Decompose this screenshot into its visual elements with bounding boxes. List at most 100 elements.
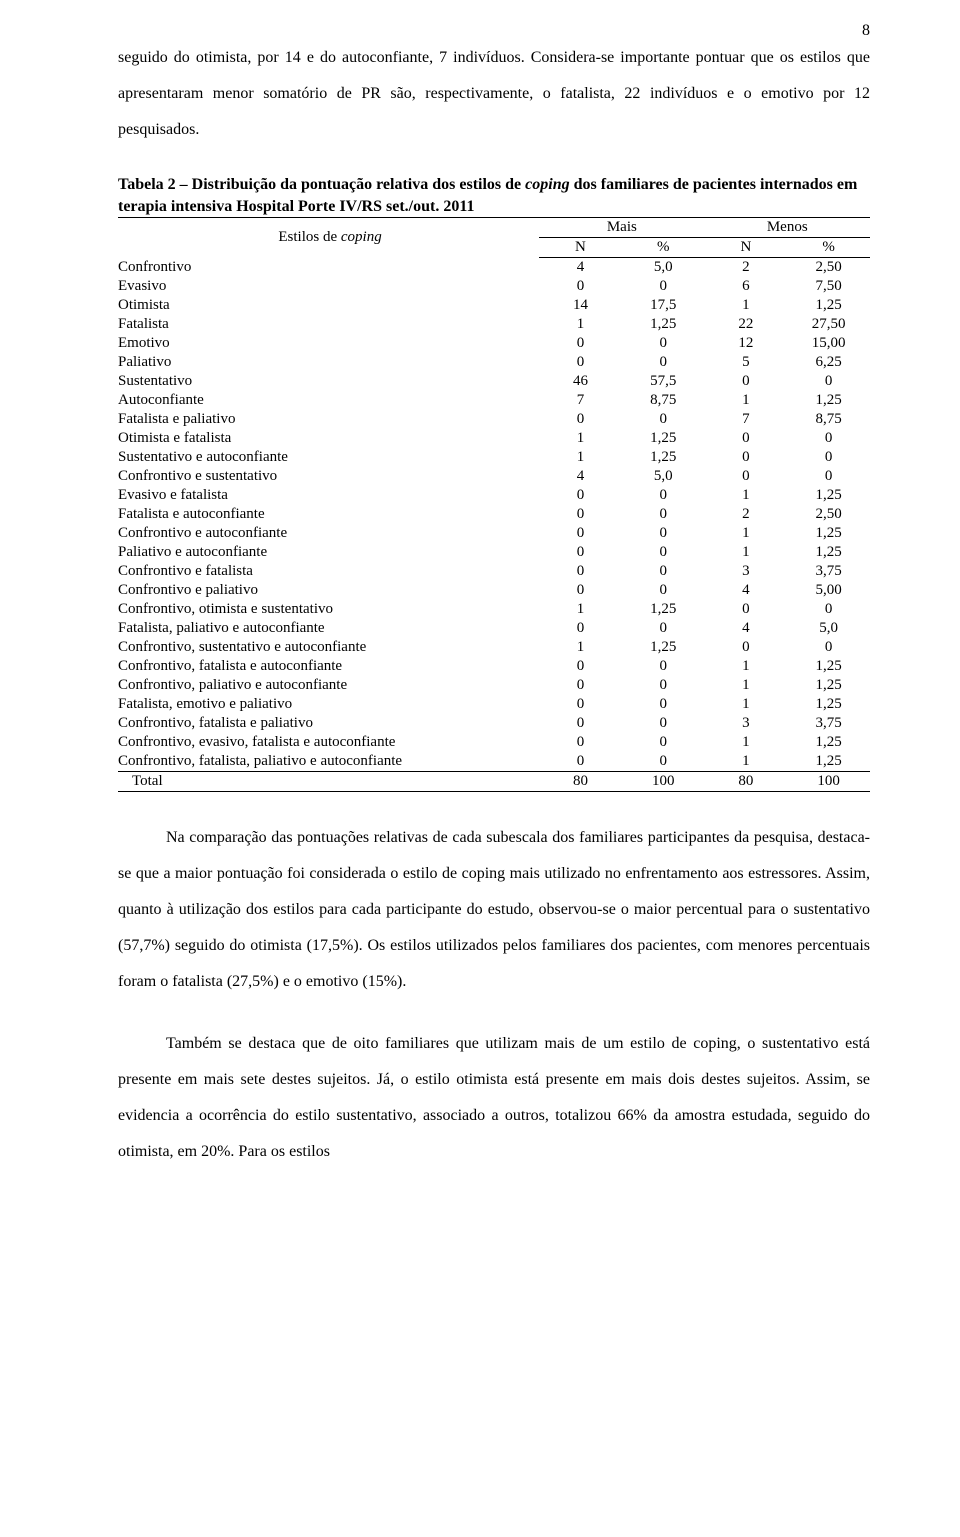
row-menos-n: 1 [705,733,788,752]
row-label: Confrontivo [118,258,539,278]
row-label: Confrontivo, evasivo, fatalista e autoco… [118,733,539,752]
table-row: Confrontivo45,022,50 [118,258,870,278]
row-menos-pct: 1,25 [787,657,870,676]
row-mais-pct: 5,0 [622,258,705,278]
row-mais-pct: 0 [622,733,705,752]
table-row: Autoconfiante78,7511,25 [118,391,870,410]
subheader-menos-pct: % [787,238,870,258]
row-menos-pct: 27,50 [787,315,870,334]
row-menos-n: 1 [705,752,788,772]
row-label: Fatalista, emotivo e paliativo [118,695,539,714]
row-mais-n: 1 [539,315,622,334]
total-menos-pct: 100 [787,772,870,792]
row-menos-pct: 1,25 [787,752,870,772]
row-mais-n: 14 [539,296,622,315]
subheader-menos-n: N [705,238,788,258]
row-menos-pct: 15,00 [787,334,870,353]
row-label: Fatalista e autoconfiante [118,505,539,524]
row-label: Fatalista e paliativo [118,410,539,429]
row-mais-n: 0 [539,619,622,638]
row-mais-pct: 0 [622,752,705,772]
table-row: Confrontivo e autoconfiante0011,25 [118,524,870,543]
table-title-prefix: Tabela 2 – Distribuição da pontuação rel… [118,176,525,193]
row-mais-pct: 1,25 [622,448,705,467]
row-menos-n: 1 [705,296,788,315]
data-table: Estilos de coping Mais Menos N % N % Con… [118,217,870,792]
row-mais-pct: 0 [622,676,705,695]
table-row: Fatalista e autoconfiante0022,50 [118,505,870,524]
row-label: Confrontivo e sustentativo [118,467,539,486]
table-row: Confrontivo e fatalista0033,75 [118,562,870,581]
row-mais-n: 0 [539,562,622,581]
row-mais-n: 0 [539,543,622,562]
row-menos-n: 22 [705,315,788,334]
table-head: Estilos de coping Mais Menos N % N % [118,218,870,258]
row-menos-n: 1 [705,524,788,543]
row-menos-pct: 1,25 [787,391,870,410]
subheader-mais-pct: % [622,238,705,258]
row-label: Confrontivo, paliativo e autoconfiante [118,676,539,695]
row-mais-n: 0 [539,733,622,752]
row-menos-n: 2 [705,258,788,278]
subheader-mais-n: N [539,238,622,258]
row-mais-n: 1 [539,638,622,657]
table-row: Confrontivo e sustentativo45,000 [118,467,870,486]
row-mais-n: 7 [539,391,622,410]
row-label: Otimista [118,296,539,315]
header-menos: Menos [705,218,870,238]
row-mais-pct: 0 [622,486,705,505]
total-menos-n: 80 [705,772,788,792]
row-menos-n: 0 [705,638,788,657]
row-label: Sustentativo [118,372,539,391]
table-row: Confrontivo, paliativo e autoconfiante00… [118,676,870,695]
total-mais-n: 80 [539,772,622,792]
row-mais-pct: 0 [622,277,705,296]
row-mais-n: 0 [539,524,622,543]
row-mais-n: 4 [539,258,622,278]
row-menos-n: 12 [705,334,788,353]
header-mais: Mais [539,218,704,238]
table-row: Fatalista, emotivo e paliativo0011,25 [118,695,870,714]
row-menos-pct: 7,50 [787,277,870,296]
table-row: Sustentativo4657,500 [118,372,870,391]
row-menos-n: 0 [705,372,788,391]
row-mais-pct: 0 [622,543,705,562]
row-mais-n: 0 [539,752,622,772]
row-menos-n: 1 [705,391,788,410]
row-menos-pct: 0 [787,448,870,467]
row-menos-pct: 2,50 [787,505,870,524]
table-row: Fatalista e paliativo0078,75 [118,410,870,429]
row-menos-n: 1 [705,695,788,714]
table-row: Sustentativo e autoconfiante11,2500 [118,448,870,467]
table-row: Confrontivo, otimista e sustentativo11,2… [118,600,870,619]
row-menos-n: 1 [705,657,788,676]
row-mais-pct: 0 [622,695,705,714]
row-menos-pct: 1,25 [787,296,870,315]
row-label: Confrontivo, otimista e sustentativo [118,600,539,619]
row-label: Confrontivo, fatalista e paliativo [118,714,539,733]
table-row: Confrontivo, fatalista, paliativo e auto… [118,752,870,772]
table-row: Fatalista, paliativo e autoconfiante0045… [118,619,870,638]
row-menos-pct: 0 [787,467,870,486]
row-mais-pct: 57,5 [622,372,705,391]
row-menos-n: 3 [705,714,788,733]
row-label: Confrontivo e fatalista [118,562,539,581]
row-menos-n: 4 [705,619,788,638]
page-number: 8 [862,22,870,40]
row-mais-pct: 0 [622,410,705,429]
table-row: Paliativo e autoconfiante0011,25 [118,543,870,562]
row-label: Confrontivo, sustentativo e autoconfiant… [118,638,539,657]
row-menos-n: 4 [705,581,788,600]
row-menos-pct: 5,0 [787,619,870,638]
row-mais-pct: 1,25 [622,600,705,619]
table-row: Confrontivo, evasivo, fatalista e autoco… [118,733,870,752]
table-row: Otimista1417,511,25 [118,296,870,315]
row-menos-n: 2 [705,505,788,524]
row-mais-n: 0 [539,334,622,353]
row-mais-n: 0 [539,581,622,600]
row-mais-pct: 17,5 [622,296,705,315]
row-label: Otimista e fatalista [118,429,539,448]
row-label: Sustentativo e autoconfiante [118,448,539,467]
table-row: Fatalista11,252227,50 [118,315,870,334]
row-mais-pct: 0 [622,334,705,353]
